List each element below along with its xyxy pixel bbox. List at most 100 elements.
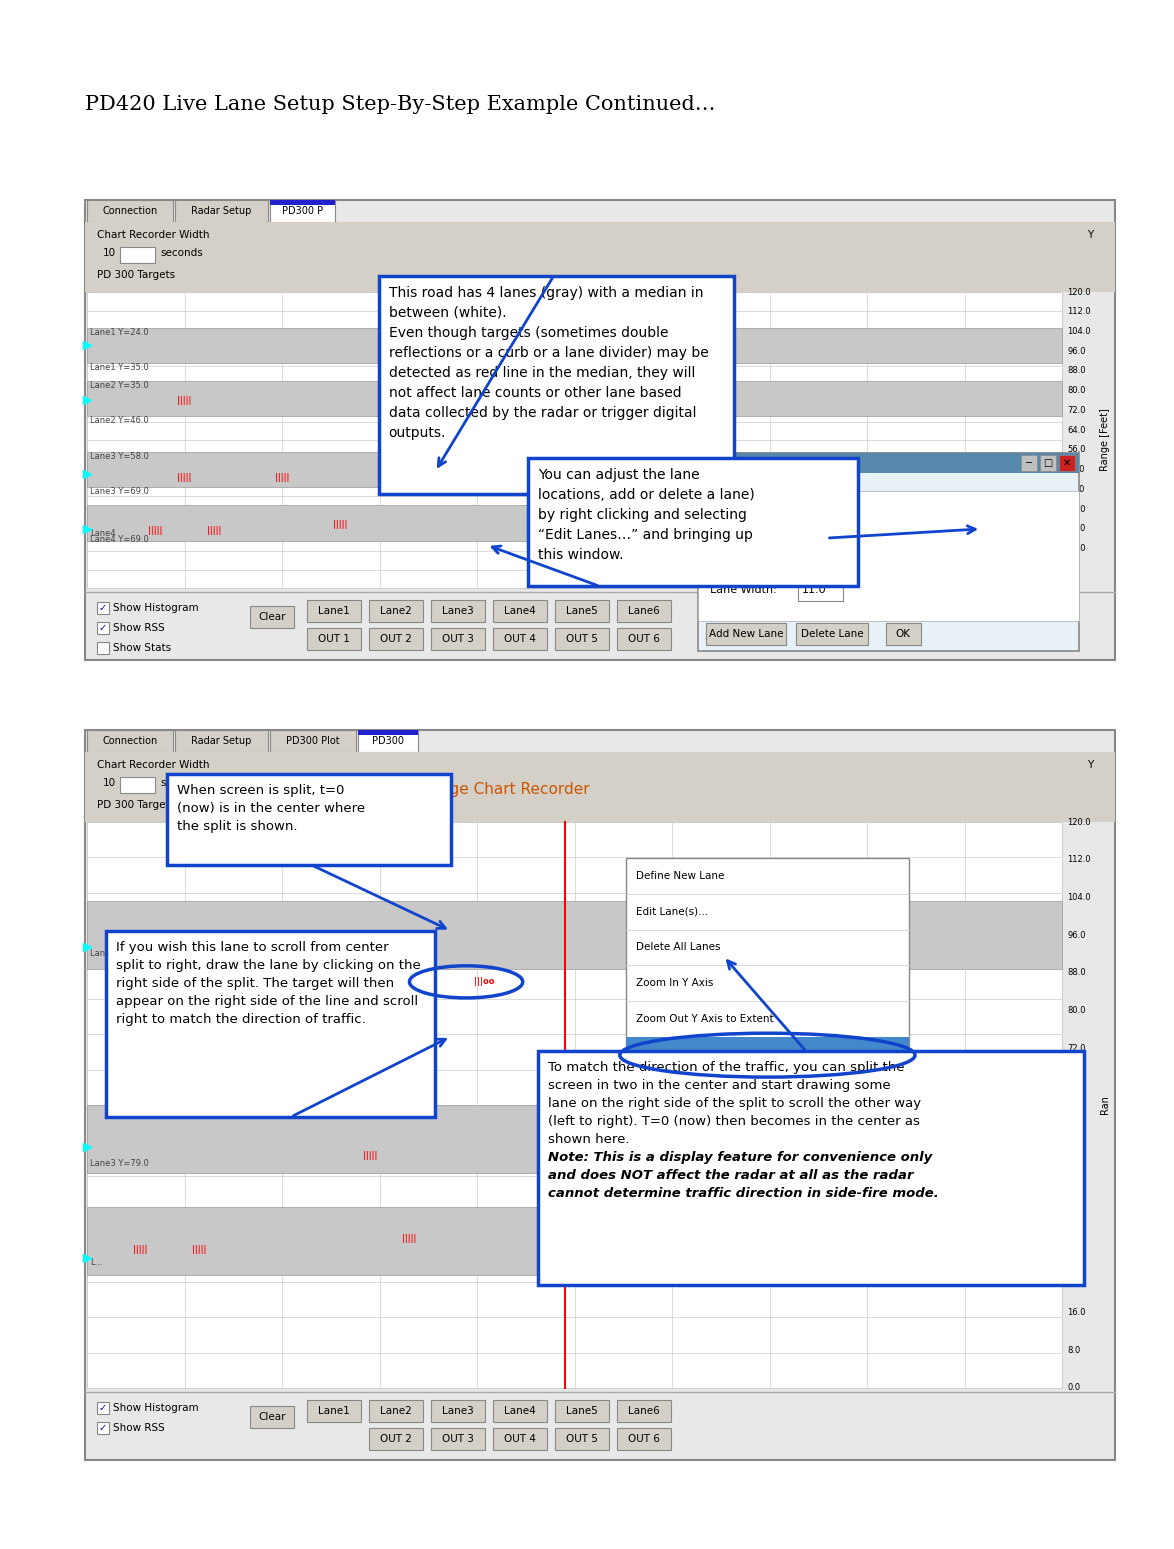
FancyBboxPatch shape [697, 452, 1079, 472]
FancyBboxPatch shape [87, 1207, 1062, 1275]
Text: Zoom Out Y Axis to Extent: Zoom Out Y Axis to Extent [636, 1015, 774, 1024]
Text: ✓: ✓ [99, 623, 107, 634]
Text: Y: Y [1087, 229, 1093, 240]
Text: PD300 Real Time Range Chart Recorder: PD300 Real Time Range Chart Recorder [285, 782, 589, 798]
Text: OK: OK [896, 629, 911, 638]
FancyBboxPatch shape [97, 1422, 109, 1434]
Text: |||oo: |||oo [474, 977, 494, 987]
Text: 16.0: 16.0 [1067, 544, 1086, 553]
FancyBboxPatch shape [798, 582, 843, 601]
Text: ✕: ✕ [1062, 459, 1071, 468]
Text: OUT 4: OUT 4 [504, 1434, 537, 1444]
Text: Add New Lane: Add New Lane [709, 629, 783, 638]
Text: 8.0: 8.0 [1067, 564, 1080, 573]
FancyBboxPatch shape [270, 730, 356, 751]
Text: Radar Setup: Radar Setup [191, 206, 251, 215]
Text: OUT 2: OUT 2 [380, 1434, 412, 1444]
Text: When screen is split, t=0
(now) is in the center where
the split is shown.: When screen is split, t=0 (now) is in th… [177, 784, 365, 833]
Text: Chart Recorder Width: Chart Recorder Width [97, 229, 209, 240]
FancyBboxPatch shape [1059, 455, 1075, 471]
FancyBboxPatch shape [87, 1104, 1062, 1173]
FancyBboxPatch shape [796, 623, 868, 644]
FancyBboxPatch shape [555, 627, 609, 651]
FancyBboxPatch shape [87, 327, 1062, 362]
Text: 32.0: 32.0 [1067, 1233, 1086, 1242]
Text: |||||: ||||| [333, 520, 348, 528]
Text: 104.0: 104.0 [1067, 327, 1091, 336]
FancyBboxPatch shape [175, 200, 268, 222]
FancyBboxPatch shape [1021, 455, 1037, 471]
FancyBboxPatch shape [168, 774, 451, 864]
FancyBboxPatch shape [626, 1038, 909, 1073]
Text: Lane4: Lane4 [781, 477, 811, 486]
FancyBboxPatch shape [697, 452, 1079, 651]
FancyBboxPatch shape [431, 1400, 485, 1422]
Text: You can adjust the lane
locations, add or delete a lane)
by right clicking and s: You can adjust the lane locations, add o… [538, 468, 755, 562]
Text: 10: 10 [103, 778, 116, 788]
FancyBboxPatch shape [87, 823, 1062, 1388]
Text: Lane3: Lane3 [443, 606, 474, 617]
FancyBboxPatch shape [270, 200, 335, 204]
Text: 16.0: 16.0 [1067, 1307, 1086, 1317]
Text: |||||: ||||| [177, 395, 191, 404]
Text: |||||: ||||| [275, 472, 289, 482]
Text: ✓: ✓ [99, 1424, 107, 1433]
FancyBboxPatch shape [378, 276, 734, 494]
Text: 24.0: 24.0 [1067, 1270, 1086, 1279]
Text: Note: This is a display feature for convenience only
and does NOT affect the rad: Note: This is a display feature for conv… [548, 1151, 939, 1199]
FancyBboxPatch shape [431, 599, 485, 623]
FancyBboxPatch shape [306, 599, 360, 623]
Text: |||||: ||||| [578, 395, 592, 404]
Text: 8.0: 8.0 [1067, 1346, 1080, 1355]
Text: 56.0: 56.0 [1067, 446, 1086, 454]
Text: Lane1 Y=35.0: Lane1 Y=35.0 [90, 362, 149, 372]
Text: |||||: ||||| [587, 339, 601, 349]
Text: ✓: ✓ [99, 1403, 107, 1413]
Text: Lane5: Lane5 [566, 606, 598, 617]
Text: Radar Setup: Radar Setup [191, 736, 251, 747]
Text: OUT 5: OUT 5 [566, 1434, 598, 1444]
Text: |||||: ||||| [134, 1245, 148, 1253]
Text: Show Histogram: Show Histogram [113, 1403, 198, 1413]
FancyBboxPatch shape [358, 730, 418, 734]
FancyBboxPatch shape [250, 1406, 294, 1428]
Text: PD 300 Targets: PD 300 Targets [97, 799, 175, 810]
Text: ✓: ✓ [99, 603, 107, 613]
FancyBboxPatch shape [493, 627, 547, 651]
Text: |||||: ||||| [382, 468, 397, 477]
FancyBboxPatch shape [85, 200, 1115, 660]
Text: □: □ [1044, 459, 1053, 468]
Text: Delete Lane: Delete Lane [801, 629, 863, 638]
Text: PD 300 Targets: PD 300 Targets [97, 270, 175, 280]
FancyBboxPatch shape [618, 599, 672, 623]
FancyBboxPatch shape [87, 505, 1062, 541]
Text: −: − [1025, 459, 1033, 468]
FancyBboxPatch shape [493, 599, 547, 623]
Text: 80.0: 80.0 [1067, 1007, 1086, 1015]
Text: Lane4: Lane4 [504, 1406, 535, 1416]
Text: 120.0: 120.0 [1067, 288, 1091, 296]
Text: Lane1: Lane1 [318, 606, 350, 617]
Text: |||||: ||||| [177, 472, 191, 482]
Text: Lane3: Lane3 [443, 1406, 474, 1416]
Text: PD300: PD300 [372, 736, 404, 747]
FancyBboxPatch shape [87, 200, 173, 222]
FancyBboxPatch shape [431, 1428, 485, 1450]
Text: |||||: ||||| [343, 948, 357, 957]
FancyBboxPatch shape [431, 627, 485, 651]
Text: 48.0: 48.0 [1067, 1157, 1086, 1166]
Text: 24: 24 [802, 547, 816, 558]
FancyBboxPatch shape [697, 491, 1079, 621]
Text: Show Histogram: Show Histogram [113, 603, 198, 613]
Text: OUT 5: OUT 5 [566, 634, 598, 644]
Text: 32.0: 32.0 [1067, 505, 1086, 514]
Text: |||||: ||||| [191, 1245, 207, 1253]
Text: Delete All Lanes: Delete All Lanes [636, 942, 721, 953]
FancyBboxPatch shape [97, 623, 109, 634]
FancyBboxPatch shape [358, 730, 418, 751]
Text: Edit Lane(s)...: Edit Lane(s)... [636, 906, 708, 917]
Text: 88.0: 88.0 [1067, 968, 1086, 977]
Text: Clear: Clear [258, 612, 285, 623]
Text: Lane2 Y=46.0: Lane2 Y=46.0 [90, 417, 149, 426]
Text: Lane Start:: Lane Start: [710, 547, 771, 558]
